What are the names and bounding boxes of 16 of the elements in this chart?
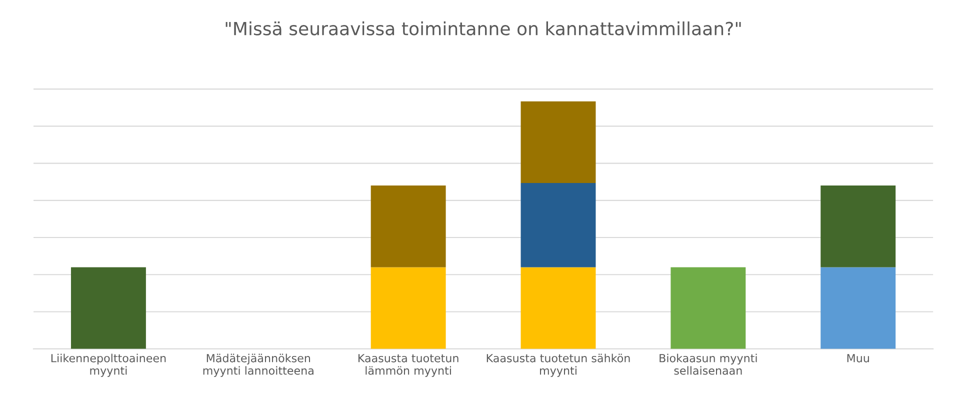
bar (820, 186, 896, 268)
bar (370, 267, 446, 349)
x-tick-label: Kaasusta tuotetun sähkön myynti (486, 354, 630, 377)
x-tick-label: Liikennepolttoaineen myynti (51, 354, 166, 377)
bar (520, 183, 596, 268)
x-tick-label: Biokaasun myynti sellaisenaan (660, 354, 757, 375)
x-tick-label: Kaasusta tuotetun lämmön myynti (358, 354, 458, 377)
x-tick-label: Mädätejäännöksen myynti lannoitteena (203, 354, 314, 377)
bar (820, 267, 896, 349)
bar (520, 101, 596, 184)
chart-title: "Missä seuraavissa toimintanne on kannattavimmillaan?" (226, 21, 741, 36)
bar (520, 267, 596, 349)
bar (670, 267, 746, 349)
x-tick-label: Muu (847, 354, 869, 362)
bar (70, 267, 146, 349)
bar (370, 186, 446, 268)
